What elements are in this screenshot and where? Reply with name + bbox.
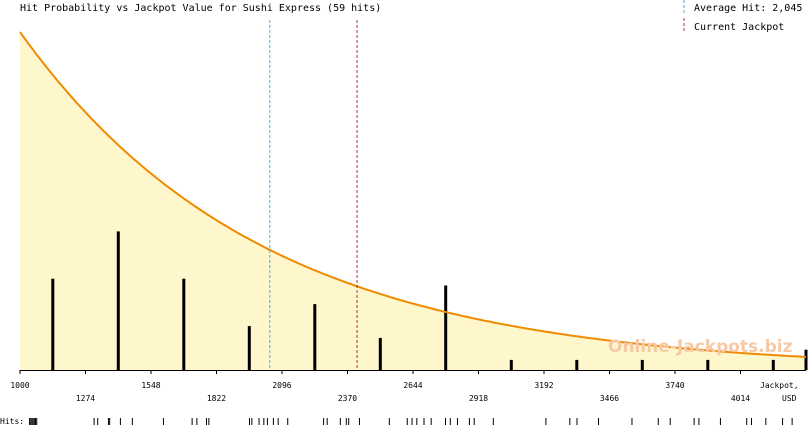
x-tick-label-3192: 3192 [534,381,553,390]
bar-6 [444,285,448,370]
chart-title: Hit Probability vs Jackpot Value for Sus… [20,3,381,14]
bar-2 [182,278,186,370]
x-tick-label-3740: 3740 [665,381,684,390]
curve-fill-area [20,32,806,370]
hits-rug [29,418,793,425]
bar-0 [51,278,55,370]
x-tick-label-1274: 1274 [76,394,95,403]
x-tick-label-1000: 1000 [10,381,29,390]
x-axis-label-line1: Jackpot, [760,381,799,390]
watermark: Online-Jackpots.biz [608,337,793,357]
bar-9 [640,359,644,370]
x-tick-label-2370: 2370 [338,394,357,403]
x-tick-label-2918: 2918 [469,394,488,403]
probability-curve [19,31,807,358]
bar-12 [804,349,808,370]
x-tick-label-2644: 2644 [403,381,422,390]
bar-8 [575,359,579,370]
x-axis-label-line2: USD [782,394,797,403]
bar-11 [771,359,775,370]
bar-7 [509,359,513,370]
x-tick-label-2096: 2096 [272,381,291,390]
x-tick-label-1548: 1548 [141,381,160,390]
legend-current-jackpot: Current Jackpot [694,22,784,33]
x-tick-label-4014: 4014 [731,394,750,403]
bar-4 [313,304,317,370]
bar-10 [706,359,710,370]
legend-average-hit: Average Hit: 2,045 [694,3,802,14]
bar-5 [378,337,382,370]
x-tick-label-1822: 1822 [207,394,226,403]
x-tick-label-3466: 3466 [600,394,619,403]
bar-3 [247,326,251,370]
hits-label: Hits: [0,417,24,425]
legend: Average Hit: 2,045 Current Jackpot [683,0,802,33]
bar-1 [116,231,120,370]
plot-area: 1000 1548 2096 2644 3192 3740 1274 1822 2370 2918… [10,20,808,403]
